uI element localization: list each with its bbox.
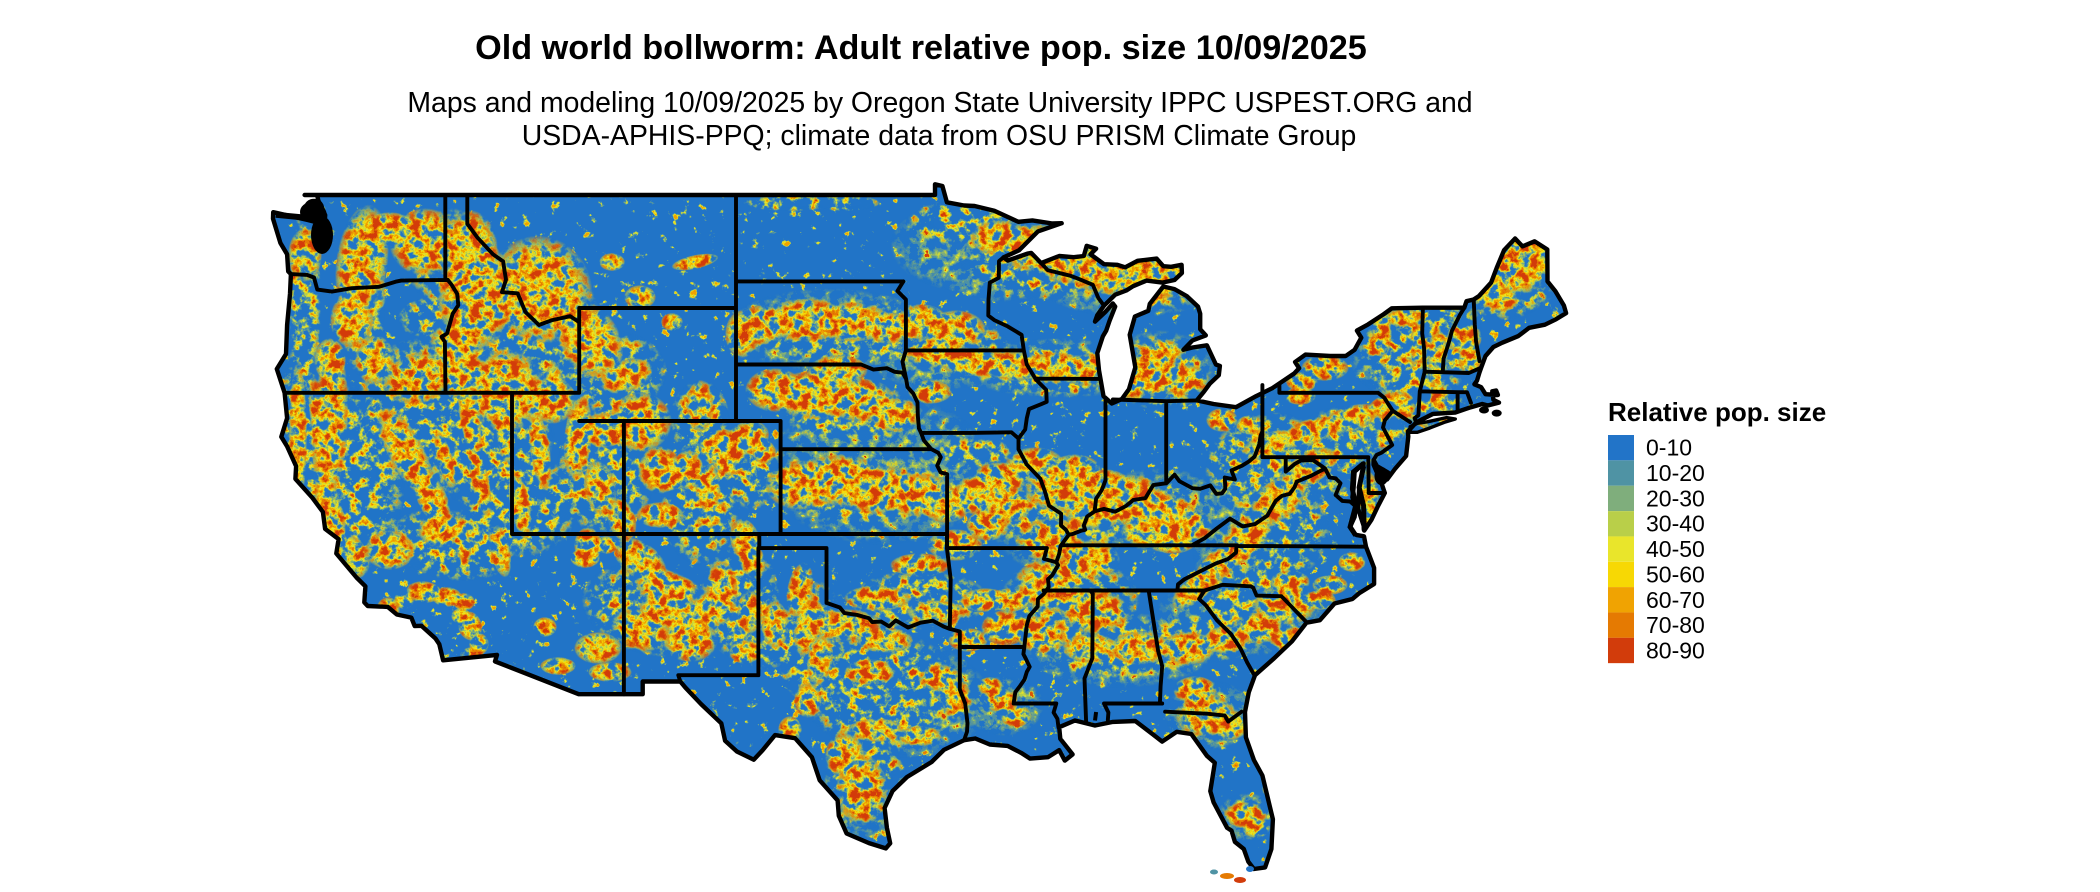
svg-text:40-50: 40-50 (1646, 536, 1705, 562)
svg-text:70-80: 70-80 (1646, 612, 1705, 638)
svg-text:Maps and modeling 10/09/2025 b: Maps and modeling 10/09/2025 by Oregon S… (407, 87, 1472, 119)
svg-text:10-20: 10-20 (1646, 460, 1705, 486)
svg-text:Old world bollworm: Adult rela: Old world bollworm: Adult relative pop. … (475, 29, 1367, 67)
svg-text:50-60: 50-60 (1646, 561, 1705, 587)
svg-text:Relative pop. size: Relative pop. size (1608, 397, 1826, 427)
svg-text:0-10: 0-10 (1646, 435, 1692, 461)
svg-text:80-90: 80-90 (1646, 638, 1705, 664)
svg-text:60-70: 60-70 (1646, 587, 1705, 613)
svg-text:20-30: 20-30 (1646, 485, 1705, 511)
svg-text:USDA-APHIS-PPQ; climate data f: USDA-APHIS-PPQ; climate data from OSU PR… (522, 120, 1357, 152)
svg-text:30-40: 30-40 (1646, 511, 1705, 537)
